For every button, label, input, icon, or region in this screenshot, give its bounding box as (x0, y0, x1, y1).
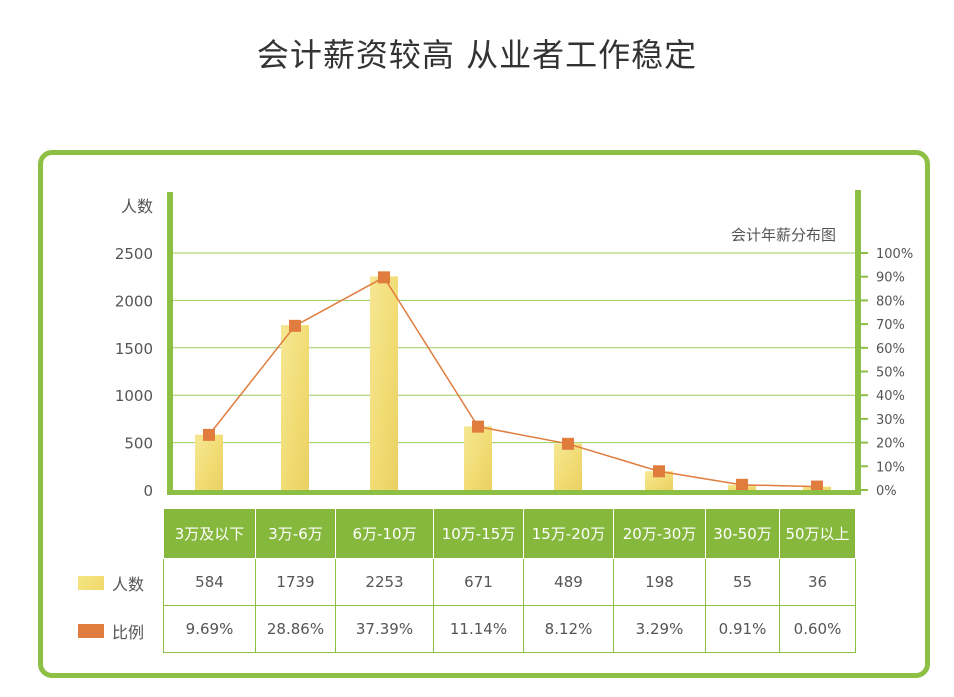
y-tick-label: 1500 (115, 340, 153, 358)
y2-tick-label: 100% (876, 247, 913, 262)
table-cell-ratio: 8.12% (523, 605, 614, 653)
y2-tick-label: 0% (876, 484, 897, 499)
table-cell-count: 36 (779, 558, 856, 606)
legend-ratio: 比例 (78, 619, 144, 643)
y2-tick-label: 70% (876, 318, 905, 333)
ratio-point (289, 319, 301, 332)
y2-tick-label: 20% (876, 437, 905, 452)
bar-swatch-icon (78, 576, 104, 590)
table-header-row: 3万及以下 3万-6万 6万-10万 10万-15万 15万-20万 20万-30万 30-… (163, 508, 856, 559)
table-row-ratio: 9.69% 28.86% 37.39% 11.14% 8.12% 3.29% 0.91% 0.… (163, 605, 856, 653)
ratio-point (562, 437, 574, 450)
y2-tick-label: 30% (876, 413, 905, 428)
table-cell-ratio: 0.60% (779, 605, 856, 653)
table-cell-ratio: 28.86% (255, 605, 336, 653)
table-cell-ratio: 3.29% (613, 605, 706, 653)
ratio-point (653, 465, 665, 478)
table-cell-count: 489 (523, 558, 614, 606)
legend-count: 人数 (78, 571, 144, 595)
table-cell-ratio: 11.14% (433, 605, 524, 653)
table-header-cell: 30-50万 (705, 508, 780, 559)
table-cell-count: 198 (613, 558, 706, 606)
table-header-cell: 20万-30万 (613, 508, 706, 559)
table-cell-count: 1739 (255, 558, 336, 606)
x-axis-bar (167, 490, 861, 495)
bar (464, 426, 492, 490)
y2-tick-label: 40% (876, 389, 905, 404)
table-header-cell: 3万-6万 (255, 508, 336, 559)
table-cell-count: 584 (163, 558, 256, 606)
table-cell-ratio: 0.91% (705, 605, 780, 653)
chart-title: 会计年薪分布图 (731, 226, 836, 244)
ratio-point (472, 420, 484, 433)
y2-tick-label: 80% (876, 294, 905, 309)
y-tick-label: 1000 (115, 387, 153, 405)
ratio-point (378, 271, 390, 284)
ratio-point (811, 480, 823, 493)
y-tick-label: 2000 (115, 292, 153, 310)
table-header-cell: 15万-20万 (523, 508, 614, 559)
y2-tick-label: 10% (876, 460, 905, 475)
y-axis-label: 人数 (121, 197, 153, 216)
y-tick-label: 2500 (115, 245, 153, 263)
table-cell-count: 2253 (335, 558, 434, 606)
bar (554, 443, 582, 490)
bar (370, 276, 398, 490)
bar (645, 471, 673, 490)
left-axis-bar (167, 192, 173, 495)
bar (281, 325, 309, 490)
data-table: 3万及以下 3万-6万 6万-10万 10万-15万 15万-20万 20万-30万 30-… (163, 508, 856, 653)
ratio-point (203, 428, 215, 441)
y2-tick-label: 90% (876, 271, 905, 286)
table-cell-count: 671 (433, 558, 524, 606)
y2-tick-label: 60% (876, 342, 905, 357)
ratio-point (736, 478, 748, 491)
y2-tick-label: 50% (876, 366, 905, 381)
bar (195, 434, 223, 490)
right-axis-bar (855, 190, 861, 495)
legend-count-label: 人数 (112, 575, 145, 594)
table-header-cell: 3万及以下 (163, 508, 256, 559)
table-header-cell: 50万以上 (779, 508, 856, 559)
table-cell-count: 55 (705, 558, 780, 606)
table-cell-ratio: 37.39% (335, 605, 434, 653)
ratio-line (208, 276, 818, 488)
table-row-count: 584 1739 2253 671 489 198 55 36 (163, 558, 856, 606)
legend-ratio-label: 比例 (112, 623, 145, 642)
page-title: 会计薪资较高 从业者工作稳定 (256, 36, 698, 74)
line-swatch-icon (78, 624, 104, 638)
table-header-cell: 10万-15万 (433, 508, 524, 559)
y-tick-label: 0 (143, 482, 153, 500)
y-tick-label: 500 (124, 435, 153, 453)
table-header-cell: 6万-10万 (335, 508, 434, 559)
table-cell-ratio: 9.69% (163, 605, 256, 653)
